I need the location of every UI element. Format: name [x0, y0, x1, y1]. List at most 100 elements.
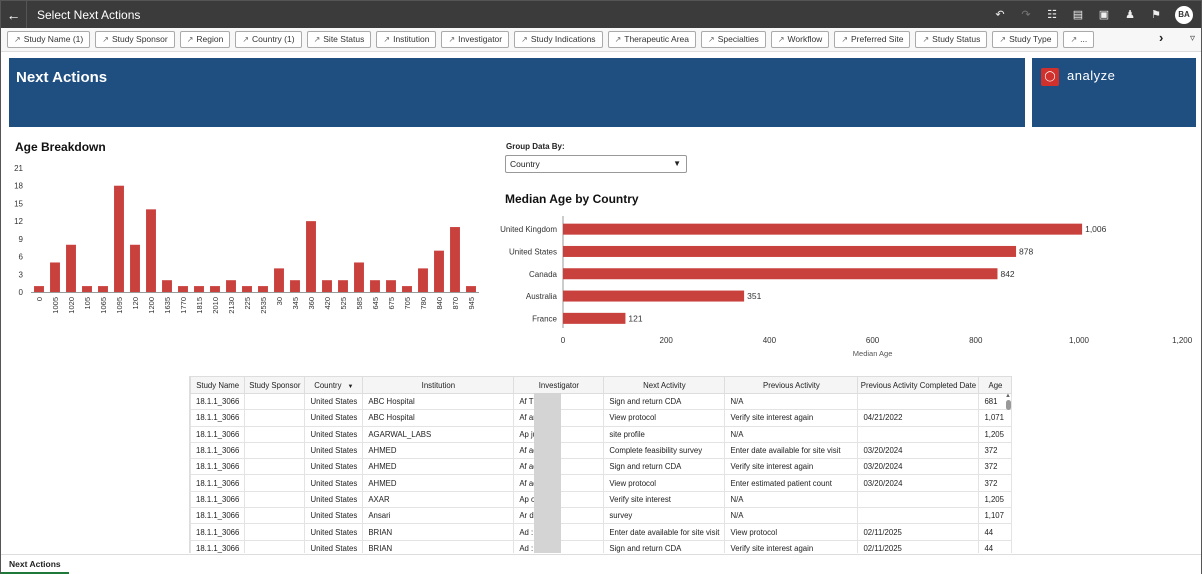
- age-bar[interactable]: [418, 268, 428, 292]
- filter-chip[interactable]: ↗ Site Status: [306, 31, 372, 48]
- column-header-label: Previous Activity: [763, 380, 820, 390]
- age-breakdown-chart: 0 3 6 9 12 15 18 21 0 1005 1020 105 1065 1095 120 1200 1…: [14, 164, 479, 314]
- age-bar[interactable]: [434, 250, 444, 292]
- filter-chip[interactable]: ↗ Study Sponsor: [95, 31, 175, 48]
- column-header[interactable]: Institution: [362, 376, 515, 394]
- table-row[interactable]: 18.1.1_3066 United States AGARWAL_LABS Ap j…: [190, 425, 1013, 443]
- age-bar[interactable]: [322, 280, 332, 292]
- filter-chip[interactable]: ↗ Study Indications: [514, 31, 603, 48]
- data-icon[interactable]: ☷: [1047, 9, 1057, 21]
- age-bar[interactable]: [450, 227, 460, 292]
- table-cell: 18.1.1_3066: [190, 409, 246, 427]
- filter-chip[interactable]: ↗ Country (1): [235, 31, 302, 48]
- age-bar[interactable]: [274, 268, 284, 292]
- filter-chip[interactable]: ↗ Investigator: [441, 31, 510, 48]
- table-cell: Sign and return CDA: [603, 392, 726, 411]
- filter-chip[interactable]: ↗ Preferred Site: [834, 31, 911, 48]
- x-tick-label: 225: [243, 297, 252, 310]
- table-cell: United States: [304, 507, 364, 525]
- table-row[interactable]: 18.1.1_3066 United States ABC Hospital Af a…: [190, 409, 1013, 427]
- median-age-bar[interactable]: [563, 268, 998, 280]
- filter-chip[interactable]: ↗ Specialties: [701, 31, 766, 48]
- filter-chip[interactable]: ↗ Study Type: [992, 31, 1059, 48]
- column-header[interactable]: Next Activity: [603, 376, 726, 394]
- age-bar[interactable]: [162, 280, 172, 292]
- x-tick-label: 200: [660, 336, 674, 345]
- table-row[interactable]: 18.1.1_3066 United States BRIAN Ad : Enter d…: [190, 523, 1013, 541]
- table-row[interactable]: 18.1.1_3066 United States AHMED Af ad Comple…: [190, 441, 1013, 460]
- filter-chip[interactable]: ↗...: [1063, 31, 1095, 48]
- median-age-bar[interactable]: [563, 290, 745, 302]
- filter-funnel-icon[interactable]: ▿: [1190, 33, 1196, 44]
- column-header[interactable]: Study Sponsor: [244, 376, 306, 394]
- age-bar[interactable]: [306, 221, 316, 292]
- share-user-icon[interactable]: ♟: [1125, 9, 1135, 21]
- x-tick-label: 780: [419, 297, 428, 310]
- age-bar[interactable]: [210, 286, 220, 292]
- chevron-right-icon[interactable]: ›: [1159, 30, 1164, 45]
- table-cell: N/A: [724, 392, 859, 411]
- age-bar[interactable]: [66, 244, 76, 292]
- age-bar[interactable]: [130, 244, 140, 292]
- age-bar[interactable]: [338, 280, 348, 292]
- age-bar[interactable]: [354, 262, 364, 292]
- scroll-thumb[interactable]: [1005, 400, 1011, 410]
- undo-icon[interactable]: ↶: [995, 9, 1005, 21]
- age-bar[interactable]: [98, 286, 108, 292]
- age-bar[interactable]: [82, 286, 92, 292]
- tab-next-actions[interactable]: Next Actions: [1, 555, 69, 574]
- table-row[interactable]: 18.1.1_3066 United States Ansari Ar d survey…: [190, 507, 1013, 525]
- age-bar[interactable]: [194, 286, 204, 292]
- age-bar[interactable]: [242, 286, 252, 292]
- median-age-bar[interactable]: [563, 223, 1083, 235]
- age-bar[interactable]: [386, 280, 396, 292]
- table-cell: [857, 507, 980, 525]
- filter-chip[interactable]: ↗ Study Status: [915, 31, 988, 48]
- filter-chip[interactable]: ↗ Institution: [376, 31, 437, 48]
- table-row[interactable]: 18.1.1_3066 United States BRIAN Ad : Sign an…: [190, 539, 1013, 553]
- group-by-select[interactable]: Country ▼: [505, 155, 687, 173]
- avatar[interactable]: BA: [1175, 5, 1193, 24]
- filter-chip[interactable]: ↗ Workflow: [770, 31, 830, 48]
- back-arrow-icon[interactable]: ←: [1, 1, 27, 28]
- data-label: 842: [1000, 269, 1014, 279]
- table-cell: Sign and return CDA: [603, 539, 726, 553]
- age-bar[interactable]: [258, 286, 268, 292]
- pin-icon: ↗: [614, 35, 622, 44]
- age-bar[interactable]: [50, 262, 60, 292]
- table-row[interactable]: 18.1.1_3066 United States AXAR Ap os Verify …: [190, 490, 1013, 509]
- scroll-up-icon[interactable]: ▲: [1005, 393, 1011, 399]
- column-header[interactable]: Previous Activity: [724, 376, 859, 394]
- filter-chip-label: Therapeutic Area: [624, 34, 689, 44]
- age-bar[interactable]: [370, 280, 380, 292]
- column-header[interactable]: Investigator: [513, 376, 605, 394]
- age-bar[interactable]: [114, 185, 124, 292]
- age-bar[interactable]: [290, 280, 300, 292]
- column-header[interactable]: Country ▼: [304, 376, 364, 394]
- median-age-bar[interactable]: [563, 245, 1017, 257]
- comments-icon[interactable]: ▤: [1072, 9, 1084, 21]
- age-bar[interactable]: [146, 209, 156, 292]
- filter-chip[interactable]: ↗ Study Name (1): [7, 31, 91, 48]
- table-row[interactable]: 18.1.1_3066 United States ABC Hospital Af T…: [190, 392, 1013, 411]
- table-cell: Sign and return CDA: [603, 458, 726, 476]
- age-bar[interactable]: [402, 286, 412, 292]
- age-bar[interactable]: [34, 286, 44, 292]
- table-scrollbar[interactable]: ▲: [1004, 393, 1012, 553]
- bookmark-icon[interactable]: ⚑: [1151, 9, 1161, 21]
- column-header[interactable]: Previous Activity Completed Date: [857, 376, 980, 394]
- filter-chip[interactable]: ↗ Region: [179, 31, 231, 48]
- table-row[interactable]: 18.1.1_3066 United States AHMED Af ad View p…: [190, 474, 1013, 492]
- table-cell: [857, 490, 980, 509]
- age-bar[interactable]: [226, 280, 236, 292]
- column-header[interactable]: Age: [978, 376, 1013, 394]
- age-bar[interactable]: [178, 286, 188, 292]
- table-row[interactable]: 18.1.1_3066 United States AHMED Af ad Sign a…: [190, 458, 1013, 476]
- sort-descending-icon[interactable]: ▼: [347, 383, 354, 390]
- column-header[interactable]: Study Name: [190, 376, 246, 394]
- filter-chip[interactable]: ↗ Therapeutic Area: [607, 31, 696, 48]
- present-icon[interactable]: ▣: [1098, 9, 1110, 21]
- age-bar[interactable]: [466, 286, 476, 292]
- table-cell: 18.1.1_3066: [190, 441, 246, 460]
- median-age-bar[interactable]: [563, 312, 626, 324]
